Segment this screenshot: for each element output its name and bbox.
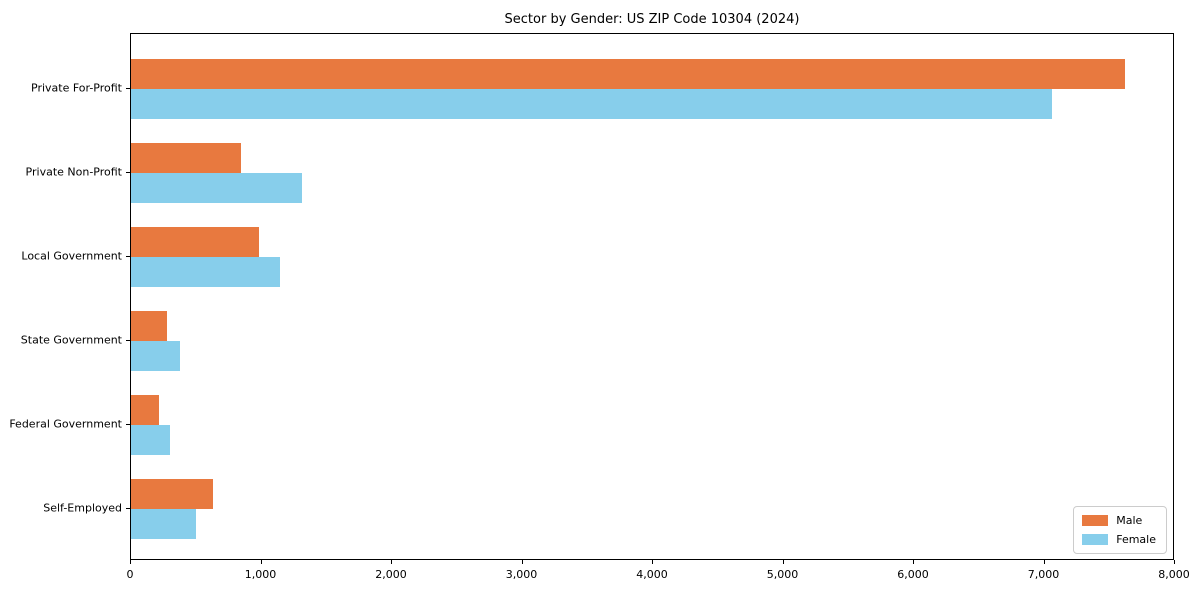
plot-area: Male Female: [130, 33, 1174, 560]
y-tick: [126, 88, 130, 89]
x-tick: [652, 560, 653, 564]
x-tick-label-6000: 6,000: [897, 568, 929, 581]
bar-male-local-government: [131, 227, 259, 257]
legend-swatch-male: [1082, 515, 1109, 526]
legend-swatch-female: [1082, 534, 1109, 545]
legend-row-male: Male: [1082, 514, 1156, 527]
x-tick-label-4000: 4,000: [636, 568, 668, 581]
chart-title: Sector by Gender: US ZIP Code 10304 (202…: [504, 12, 800, 27]
bar-female-federal-government: [131, 425, 171, 455]
x-tick: [913, 560, 914, 564]
x-tick-label-0: 0: [126, 568, 134, 581]
x-tick-label-1000: 1,000: [244, 568, 277, 581]
x-tick-label-2000: 2,000: [375, 568, 407, 581]
x-tick-label-3000: 3,000: [505, 568, 538, 581]
bar-female-self-employed: [131, 509, 197, 539]
x-tick: [130, 560, 131, 564]
bar-male-private-for-profit: [131, 59, 1126, 89]
y-tick: [126, 340, 130, 341]
legend: Male Female: [1073, 506, 1167, 554]
y-tick: [126, 508, 130, 509]
bar-male-federal-government: [131, 395, 160, 425]
x-tick-label-5000: 5,000: [766, 568, 799, 581]
legend-label-female: Female: [1116, 533, 1156, 546]
bar-female-private-non-profit: [131, 173, 302, 203]
x-tick: [260, 560, 262, 564]
y-tick: [126, 424, 130, 425]
y-label-state-government: State Government: [20, 333, 122, 347]
y-tick: [126, 172, 130, 173]
x-tick-label-8000: 8,000: [1158, 568, 1190, 581]
y-label-self-employed: Self-Employed: [43, 501, 122, 515]
bar-female-private-for-profit: [131, 89, 1053, 119]
bar-female-state-government: [131, 341, 180, 371]
y-label-private-for-profit: Private For-Profit: [31, 81, 122, 95]
x-tick: [1174, 560, 1175, 564]
y-label-federal-government: Federal Government: [9, 417, 122, 431]
x-tick: [782, 560, 784, 564]
y-label-local-government: Local Government: [21, 249, 122, 263]
x-tick-label-7000: 7,000: [1027, 568, 1060, 581]
legend-row-female: Female: [1082, 533, 1156, 546]
y-label-private-non-profit: Private Non-Profit: [25, 165, 122, 179]
bar-male-private-non-profit: [131, 143, 242, 173]
y-tick: [126, 256, 130, 257]
bar-female-local-government: [131, 257, 280, 287]
bar-male-self-employed: [131, 479, 214, 509]
x-tick: [391, 560, 392, 564]
legend-label-male: Male: [1116, 514, 1143, 527]
x-tick: [1043, 560, 1045, 564]
x-tick: [521, 560, 523, 564]
bar-male-state-government: [131, 311, 167, 341]
